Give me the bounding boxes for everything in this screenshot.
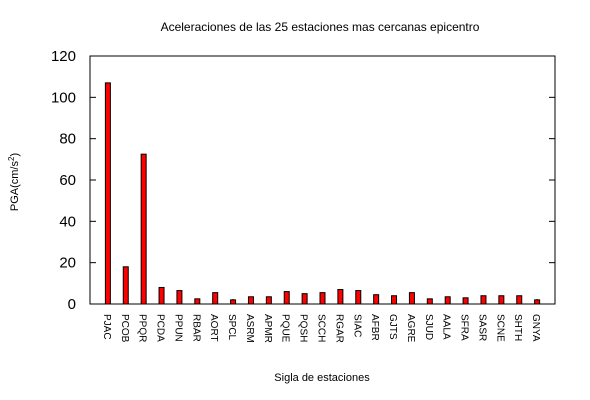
x-tick-label: APMR: [262, 314, 273, 343]
bar-shth: [516, 295, 523, 305]
x-tick-label: AFBR: [369, 314, 380, 341]
x-tick-label: SPCL: [226, 314, 237, 341]
x-tick-label: SFRA: [459, 314, 470, 341]
x-tick-label: GNYA: [530, 314, 541, 342]
y-tick-label: 0: [68, 296, 76, 313]
x-tick-label: SCNE: [494, 314, 505, 342]
bar-pcda: [158, 286, 165, 305]
bar-asrm: [247, 296, 254, 305]
bar-rgar: [337, 289, 344, 305]
bar-agre: [408, 292, 415, 305]
bar-sjud: [426, 298, 433, 305]
bar-scne: [498, 295, 505, 305]
x-tick-label: AORT: [208, 314, 219, 342]
x-tick-label: SIAC: [351, 314, 362, 337]
bar-ppqr: [140, 153, 147, 305]
plot-frame: [89, 55, 556, 305]
y-tick-label: 100: [51, 89, 76, 106]
x-tick-label: SHTH: [512, 314, 523, 341]
bar-spcl: [230, 299, 237, 305]
bar-afbr: [373, 294, 380, 305]
bar-aala: [444, 296, 451, 305]
bar-pcob: [122, 266, 129, 305]
y-tick-label: 60: [59, 172, 76, 189]
x-tick-label: PCOB: [119, 314, 130, 343]
x-tick-label: PQUE: [280, 314, 291, 343]
x-tick-label: AGRE: [405, 314, 416, 343]
bar-aort: [212, 292, 219, 305]
x-tick-label: RGAR: [333, 314, 344, 343]
x-tick-label: PJAC: [101, 314, 112, 340]
plot-area: 0 20 40 60 80 100 120 PJAC PCOB PPQR PCDA PPUN RBAR A…: [51, 48, 556, 343]
bar-ppun: [176, 290, 183, 305]
x-tick-label: PCDA: [155, 314, 166, 342]
x-tick-label: SASR: [476, 314, 487, 341]
x-tick-label: PPQR: [137, 314, 148, 342]
y-axis-label: PGA(cm/s2): [7, 153, 22, 211]
bar-sfra: [462, 297, 469, 305]
x-tick-label: RBAR: [190, 314, 201, 342]
x-axis-label: Sigla de estaciones: [274, 372, 370, 384]
x-tick-label: ASRM: [244, 314, 255, 343]
x-tick-label: GJTS: [387, 314, 398, 340]
bar-gnya: [534, 299, 541, 305]
bar-pque: [283, 291, 290, 305]
bar-pqsh: [301, 293, 308, 305]
y-axis-label-close: ): [9, 153, 21, 157]
bar-apmr: [265, 296, 272, 305]
y-tick-label: 20: [59, 255, 76, 272]
x-tick-label: SJUD: [423, 314, 434, 340]
bar-rbar: [194, 298, 201, 305]
y-tick-label: 120: [51, 48, 76, 65]
bar-gjts: [391, 295, 398, 305]
y-axis-label-main: PGA(cm/s: [9, 161, 21, 212]
chart-title: Aceleraciones de las 25 estaciones mas c…: [161, 20, 480, 34]
bar-pjac: [104, 82, 111, 305]
x-tick-label: AALA: [441, 314, 452, 340]
x-tick-label: PPUN: [172, 314, 183, 342]
bar-sasr: [480, 295, 487, 305]
y-tick-label: 80: [59, 131, 76, 148]
y-tick-label: 40: [59, 213, 76, 230]
bar-scch: [319, 292, 326, 305]
y-axis-label-exponent: 2: [7, 156, 16, 161]
x-tick-label: SCCH: [316, 314, 327, 342]
x-tick-label: PQSH: [298, 314, 309, 342]
bar-siac: [355, 290, 362, 305]
